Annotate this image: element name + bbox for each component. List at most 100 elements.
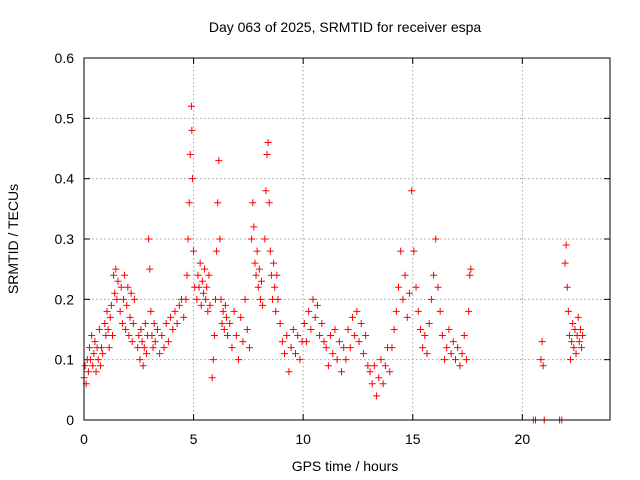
data-point <box>576 326 584 333</box>
data-point <box>318 319 326 327</box>
data-point <box>151 338 159 346</box>
data-point <box>274 295 282 303</box>
data-point <box>255 265 263 273</box>
data-point <box>569 319 577 327</box>
data-point <box>412 283 420 291</box>
data-point <box>150 319 158 327</box>
data-point <box>309 295 317 303</box>
data-point <box>263 151 271 159</box>
data-point <box>368 380 376 388</box>
x-tick-label: 20 <box>515 431 531 447</box>
data-point <box>456 362 464 370</box>
data-point <box>333 356 341 364</box>
data-point <box>364 362 372 370</box>
data-point <box>210 332 218 340</box>
data-point <box>403 313 411 321</box>
data-point <box>414 307 422 315</box>
data-point <box>430 271 438 279</box>
y-tick-label: 0.5 <box>55 110 75 126</box>
data-point <box>348 313 356 321</box>
data-point <box>261 235 269 243</box>
data-point <box>94 356 102 364</box>
data-point <box>185 199 193 207</box>
data-point <box>436 307 444 315</box>
x-axis-label: GPS time / hours <box>292 458 399 474</box>
data-point <box>574 313 582 321</box>
data-point <box>119 295 127 303</box>
data-point <box>125 332 133 340</box>
data-point <box>379 380 387 388</box>
data-point <box>101 319 109 327</box>
data-point <box>186 151 194 159</box>
data-point <box>145 235 153 243</box>
data-point <box>183 271 191 279</box>
data-point <box>139 362 147 370</box>
y-tick-label: 0 <box>66 412 74 428</box>
plot-frame <box>83 57 611 421</box>
data-point <box>353 307 361 315</box>
data-point <box>266 247 274 255</box>
data-point <box>204 307 212 315</box>
data-point <box>180 313 188 321</box>
data-point <box>462 356 470 364</box>
data-point <box>85 344 93 352</box>
data-point <box>294 332 302 340</box>
data-point <box>156 350 164 358</box>
data-point <box>199 289 207 297</box>
data-point <box>243 326 251 333</box>
data-point <box>153 326 161 333</box>
data-point <box>399 295 407 303</box>
data-point <box>281 350 289 358</box>
data-point <box>567 356 575 364</box>
data-point <box>262 187 270 195</box>
data-point <box>226 319 234 327</box>
data-point <box>296 356 304 364</box>
data-point <box>92 368 100 376</box>
data-point <box>129 319 137 327</box>
data-point <box>221 301 229 309</box>
data-point <box>256 295 264 303</box>
y-tick-label: 0.4 <box>55 171 75 187</box>
data-point <box>258 277 266 285</box>
data-point <box>128 338 136 346</box>
data-points <box>80 102 587 424</box>
data-point <box>122 326 130 333</box>
data-point <box>220 326 228 333</box>
data-point <box>188 175 196 183</box>
data-point <box>572 350 580 358</box>
data-point <box>416 326 424 333</box>
data-point <box>201 265 209 273</box>
data-point <box>245 344 253 352</box>
data-point <box>141 319 149 327</box>
data-point <box>167 313 175 321</box>
x-tick-label: 0 <box>80 431 88 447</box>
data-point <box>137 326 145 333</box>
data-point <box>205 271 213 279</box>
data-point <box>561 259 569 267</box>
data-point <box>117 283 125 291</box>
data-point <box>575 338 583 346</box>
data-point <box>216 235 224 243</box>
data-point <box>197 301 205 309</box>
data-point <box>88 332 96 340</box>
data-point <box>357 319 365 327</box>
data-point <box>194 271 202 279</box>
data-point <box>460 332 468 340</box>
data-point <box>344 326 352 333</box>
data-point <box>147 307 155 315</box>
data-point <box>565 332 573 340</box>
data-point <box>421 332 429 340</box>
data-point <box>568 338 576 346</box>
data-point <box>313 301 321 309</box>
data-point <box>434 283 442 291</box>
data-point <box>188 126 196 134</box>
data-point <box>291 350 299 358</box>
data-point <box>224 332 232 340</box>
data-point <box>209 356 217 364</box>
data-point <box>362 332 370 340</box>
data-point <box>270 259 278 267</box>
data-point <box>123 301 131 309</box>
data-point <box>228 344 236 352</box>
data-point <box>390 326 398 333</box>
